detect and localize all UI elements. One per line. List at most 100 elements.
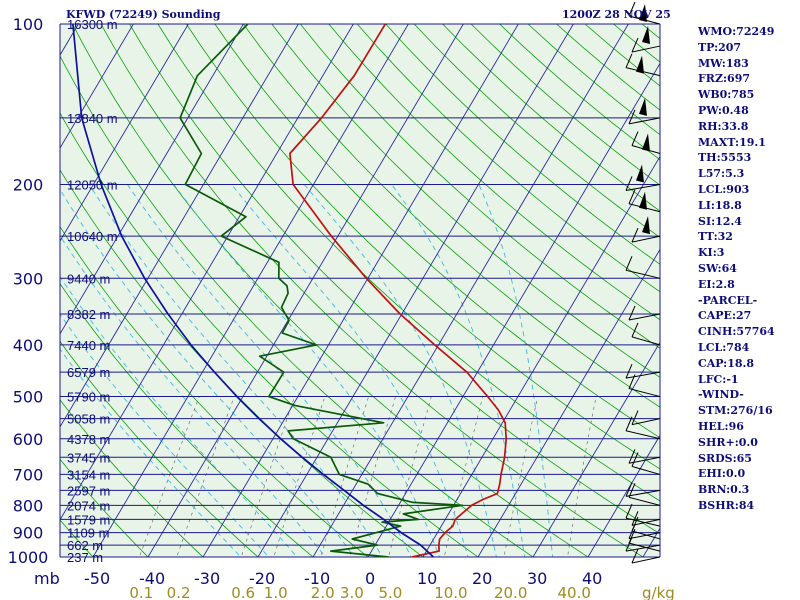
isotherm: [92, 24, 409, 557]
wind-barb: [625, 536, 661, 552]
isotherm: [477, 248, 660, 557]
height-label: 237 m: [67, 550, 103, 565]
temperature-tick-label: -10: [304, 569, 330, 588]
wind-barb: [631, 452, 661, 475]
height-label: 6579 m: [67, 365, 110, 380]
temperature-tick-label: 10: [417, 569, 437, 588]
mixing-ratio-line: [320, 396, 369, 557]
dry-adiabat: [242, 24, 660, 408]
barb-feather: [628, 1, 636, 17]
wind-barb: [628, 189, 661, 213]
barb-feather: [628, 483, 636, 498]
pressure-tick-label: 1000: [8, 548, 49, 567]
mixing-ratio-line: [138, 396, 200, 557]
wind-barb: [625, 482, 661, 497]
mixing-ratio-tick-label: 2.0: [311, 584, 335, 600]
mixing-ratio-tick-label: 0.1: [129, 584, 153, 600]
wind-barb: [631, 548, 661, 564]
index-item: SW:64: [698, 261, 737, 275]
isotherm: [60, 24, 299, 428]
height-label: 3154 m: [67, 467, 110, 482]
wind-barb: [631, 26, 661, 53]
height-label: 10640 m: [67, 229, 118, 244]
index-item: PW:0.48: [698, 103, 749, 117]
dry-adiabat: [60, 458, 149, 557]
barb-staff: [631, 518, 661, 526]
isotherm: [587, 434, 660, 557]
mixing-ratio-tick-label: 0.6: [231, 584, 255, 600]
isotherm: [532, 341, 660, 557]
dry-adiabat: [60, 399, 204, 557]
moist-adiabat: [478, 184, 554, 557]
pressure-tick-label: 100: [13, 15, 44, 34]
wind-barb: [631, 216, 661, 243]
barb-pennant: [639, 97, 647, 116]
barb-feather: [625, 256, 633, 271]
barb-staff: [628, 532, 661, 540]
barb-staff: [628, 117, 661, 125]
barb-feather: [631, 131, 639, 146]
moist-adiabat: [60, 275, 298, 557]
mixing-ratio-line: [503, 396, 539, 557]
barb-pennant: [639, 4, 647, 22]
index-item: SHR+:0.0: [698, 435, 758, 449]
index-item: RH:33.8: [698, 119, 749, 133]
temperature-tick-label: 20: [472, 569, 492, 588]
wind-barb: [631, 410, 661, 426]
height-label: 9440 m: [67, 271, 110, 286]
height-label: 12050 m: [67, 177, 118, 192]
dry-adiabat: [356, 24, 660, 293]
pressure-tick-label: 700: [13, 465, 44, 484]
moist-adiabat: [60, 234, 326, 557]
wind-barb: [625, 53, 661, 77]
wind-barb: [628, 1, 661, 25]
index-item: BRN:0.3: [698, 483, 750, 497]
mixing-ratio-line: [273, 396, 326, 557]
dry-adiabat: [385, 24, 660, 265]
wind-barb: [631, 322, 661, 346]
wind-barb: [625, 363, 661, 379]
index-item: BSHR:84: [698, 498, 755, 512]
barb-staff: [631, 336, 661, 346]
index-item: LFC:-1: [698, 372, 739, 386]
isotherm: [312, 24, 629, 557]
index-item: TT:32: [698, 230, 733, 244]
isotherm: [257, 24, 574, 557]
barb-pennant: [642, 26, 650, 45]
pressure-tick-label: 400: [13, 336, 44, 355]
index-item: TP:207: [698, 40, 742, 54]
height-label: 16300 m: [67, 17, 118, 32]
barb-staff: [625, 269, 661, 279]
pressure-tick-label: 900: [13, 524, 44, 543]
barb-staff: [628, 456, 661, 464]
index-item: EHI:0.0: [698, 467, 746, 481]
valid-time: 1200Z 28 NOV 25: [562, 8, 671, 21]
barb-staff: [625, 371, 661, 379]
station-title: KFWD (72249) Sounding: [66, 8, 221, 21]
wind-barb: [625, 416, 661, 440]
dry-adiabats: [60, 24, 660, 557]
mixing-ratio-tick-label: 0.2: [167, 584, 191, 600]
isotherm: [202, 24, 519, 557]
isotherms: [60, 24, 660, 557]
barb-pennant: [639, 191, 647, 210]
barb-feather: [625, 503, 633, 519]
mixing-ratio-tick-label: 10.0: [434, 584, 467, 600]
dry-adiabat: [328, 24, 660, 321]
dewpoint-profile: [179, 24, 464, 557]
temperature-tick-label: 30: [527, 569, 547, 588]
moist-adiabat: [303, 184, 497, 557]
temperature-tick-label: -40: [139, 569, 165, 588]
temperature-tick-label: -50: [84, 569, 110, 588]
height-label: 3745 m: [67, 450, 110, 465]
index-item: EI:2.8: [698, 277, 735, 291]
barb-staff: [631, 465, 661, 475]
barb-staff: [625, 517, 661, 527]
wind-barb: [628, 524, 661, 540]
barb-staff: [628, 542, 661, 552]
height-label: 2597 m: [67, 483, 110, 498]
barb-staff: [628, 496, 661, 506]
dry-adiabat: [186, 24, 660, 470]
